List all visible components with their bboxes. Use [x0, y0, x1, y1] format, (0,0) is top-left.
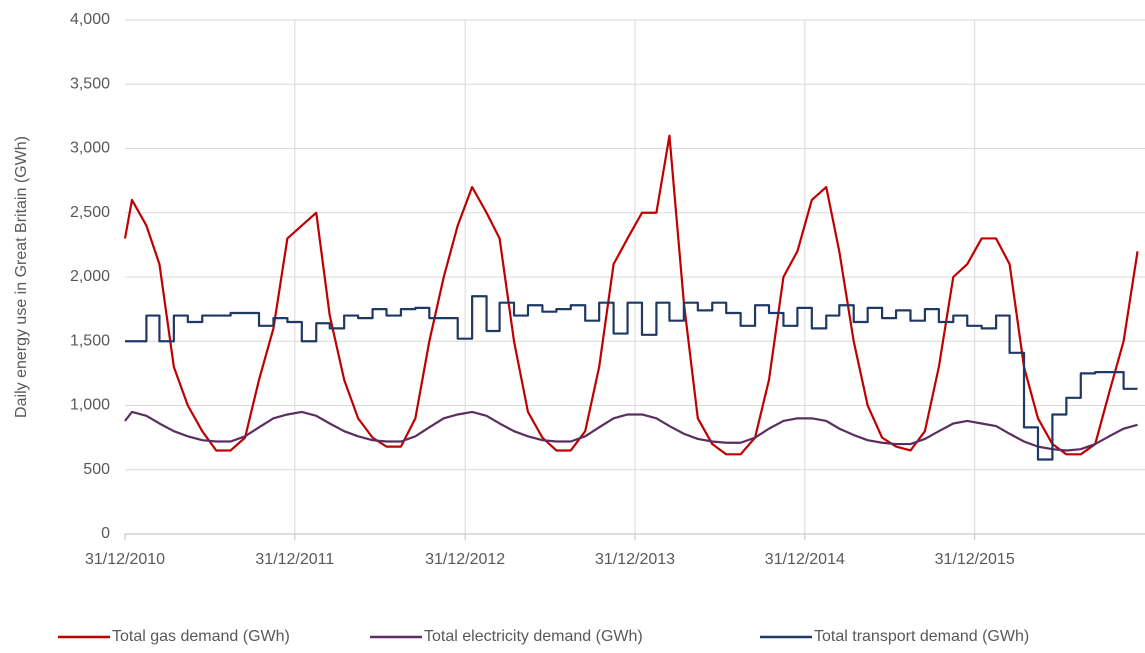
legend-label: Total gas demand (GWh): [112, 628, 290, 645]
y-tick-label: 4,000: [70, 11, 110, 28]
y-tick-label: 0: [101, 525, 110, 542]
series-line: [125, 295, 1138, 461]
legend-label: Total electricity demand (GWh): [424, 628, 643, 645]
x-tick-label: 31/12/2011: [255, 551, 334, 568]
series-line: [123, 134, 1139, 456]
y-tick-label: 3,500: [70, 75, 110, 92]
legend-label: Total transport demand (GWh): [814, 628, 1029, 645]
y-axis-title: Daily energy use in Great Britain (GWh): [13, 136, 30, 418]
x-tick-label: 31/12/2014: [765, 551, 845, 568]
y-tick-label: 2,000: [70, 268, 110, 285]
x-tick-label: 31/12/2013: [595, 551, 675, 568]
y-tick-label: 1,000: [70, 397, 110, 414]
y-tick-label: 3,000: [70, 140, 110, 157]
y-tick-label: 1,500: [70, 332, 110, 349]
x-tick-label: 31/12/2012: [425, 551, 505, 568]
series-line: [124, 410, 1138, 452]
y-tick-label: 500: [83, 461, 110, 478]
x-tick-label: 31/12/2010: [85, 551, 165, 568]
x-tick-label: 31/12/2015: [935, 551, 1015, 568]
y-tick-label: 2,500: [70, 204, 110, 221]
